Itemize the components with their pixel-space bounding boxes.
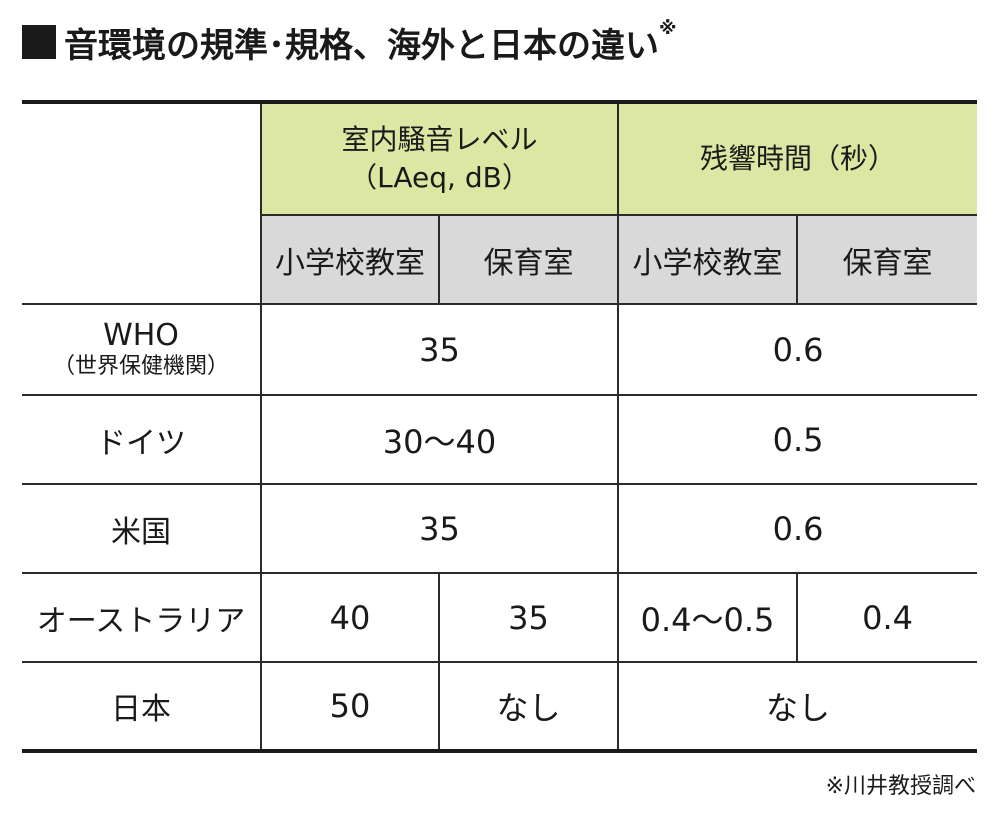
page-title: 音環境の規準･規格、海外と日本の違い ※ [22, 14, 677, 70]
noise-nursery-value: なし [437, 661, 620, 753]
reverb-value: 0.6 [617, 303, 978, 396]
row-label-sub: （世界保健機関） [52, 353, 229, 379]
group-header-row: 室内騒音レベル （LAeq, dB） 残響時間（秒） [22, 100, 978, 305]
noise-value: 30〜40 [259, 394, 620, 485]
noise-nursery-value: 35 [437, 572, 620, 663]
reverb-value: 0.5 [617, 394, 978, 485]
row-label-germany: ドイツ [22, 394, 262, 485]
row-label-main: WHO [103, 317, 179, 353]
row-label-usa: 米国 [22, 483, 262, 574]
subheader-reverb-nursery: 保育室 [796, 214, 978, 305]
noise-value: 35 [259, 303, 620, 396]
title-note-mark: ※ [659, 18, 677, 39]
standards-comparison-table: 室内騒音レベル （LAeq, dB） 残響時間（秒） 小学校教室 保育室 小学校… [22, 100, 978, 753]
reverb-school-value: 0.4〜0.5 [617, 572, 799, 663]
source-footnote: ※川井教授調べ [825, 774, 976, 799]
subheader-reverb-school: 小学校教室 [617, 214, 799, 305]
group-header-noise-line1: 室内騒音レベル [341, 123, 538, 156]
table-row: WHO （世界保健機関） 35 0.6 [22, 303, 978, 396]
group-header-noise: 室内騒音レベル （LAeq, dB） [259, 100, 620, 216]
sub-header-row: 小学校教室 保育室 小学校教室 保育室 [22, 214, 978, 305]
table-row: オーストラリア 40 35 0.4〜0.5 0.4 [22, 572, 978, 663]
table-row: 日本 50 なし なし [22, 661, 978, 753]
reverb-value: 0.6 [617, 483, 978, 574]
noise-school-value: 40 [260, 572, 440, 663]
row-label-japan: 日本 [22, 661, 262, 753]
title-text: 音環境の規準･規格、海外と日本の違い [64, 25, 659, 66]
row-label-australia: オーストラリア [22, 572, 262, 663]
subheader-noise-school: 小学校教室 [261, 214, 440, 305]
table-row: ドイツ 30〜40 0.5 [22, 394, 978, 485]
row-label-who: WHO （世界保健機関） [22, 303, 262, 396]
group-header-reverb-line1: 残響時間（秒） [700, 142, 897, 175]
subheader-noise-nursery: 保育室 [437, 214, 620, 305]
group-header-reverb: 残響時間（秒） [617, 100, 978, 216]
corner-cell [22, 100, 262, 305]
reverb-nursery-value: 0.4 [796, 572, 978, 663]
group-header-noise-line2: （LAeq, dB） [349, 161, 530, 194]
noise-school-value: 50 [260, 661, 440, 753]
title-square-icon [22, 25, 56, 59]
table-row: 米国 35 0.6 [22, 483, 978, 574]
reverb-value: なし [617, 661, 978, 753]
noise-value: 35 [259, 483, 620, 574]
